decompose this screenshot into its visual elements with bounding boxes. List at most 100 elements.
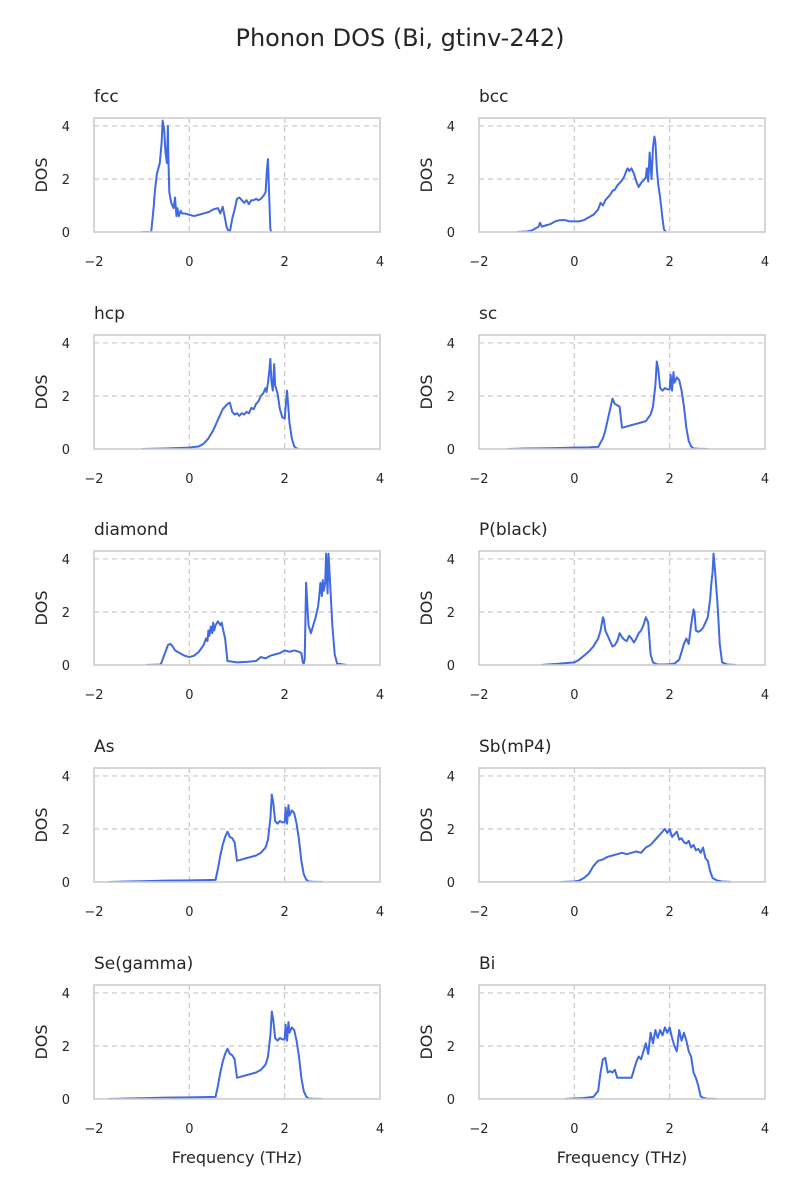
panel-7: 0 2 4 −2 0 2 4 Sb(mP4) DOS	[417, 737, 769, 920]
x-axis-label: Frequency (THz)	[557, 1148, 687, 1167]
y-tick-label: 4	[447, 770, 455, 785]
y-tick-label: 4	[62, 337, 70, 352]
x-tick-label: 2	[281, 255, 289, 270]
panel-title: sc	[479, 304, 497, 324]
y-tick-label: 0	[62, 226, 70, 241]
y-axis-label: DOS	[32, 374, 51, 409]
axes-frame	[478, 984, 766, 1100]
y-tick-label: 4	[62, 770, 70, 785]
x-tick-label: −2	[84, 688, 103, 703]
y-axis-label: DOS	[417, 157, 436, 192]
dos-line	[559, 827, 732, 882]
y-tick-label: 4	[447, 120, 455, 135]
y-tick-label: 0	[62, 443, 70, 458]
y-tick-label: 4	[62, 987, 70, 1002]
x-tick-label: 0	[185, 905, 193, 920]
x-tick-label: 2	[666, 905, 674, 920]
x-tick-label: 4	[761, 1122, 769, 1137]
y-tick-label: 2	[447, 606, 455, 621]
y-tick-label: 2	[447, 173, 455, 188]
y-tick-label: 2	[447, 823, 455, 838]
dos-line	[507, 360, 708, 449]
x-tick-label: 4	[376, 1122, 384, 1137]
y-tick-label: 0	[447, 876, 455, 891]
y-tick-label: 4	[62, 120, 70, 135]
x-tick-label: −2	[84, 472, 103, 487]
panel-8: 0 2 4 −2 0 2 4 Se(gamma) DOS Frequency (THz)	[32, 954, 384, 1167]
x-tick-label: 4	[376, 688, 384, 703]
x-tick-label: 2	[281, 472, 289, 487]
x-tick-label: 0	[185, 255, 193, 270]
x-tick-label: 4	[761, 905, 769, 920]
x-tick-label: 4	[761, 472, 769, 487]
y-tick-label: 4	[447, 337, 455, 352]
dos-line	[108, 793, 323, 882]
panel-title: fcc	[94, 87, 119, 107]
y-tick-label: 0	[447, 659, 455, 674]
y-tick-label: 4	[447, 553, 455, 568]
x-tick-label: −2	[469, 905, 488, 920]
x-tick-label: 0	[185, 472, 193, 487]
x-tick-label: 2	[666, 688, 674, 703]
dos-line	[141, 119, 273, 232]
axes-frame	[478, 117, 766, 233]
axes-frame	[93, 550, 381, 666]
panel-1: 0 2 4 −2 0 2 4 bcc DOS	[417, 87, 769, 270]
x-tick-label: 4	[376, 255, 384, 270]
panel-9: 0 2 4 −2 0 2 4 Bi DOS Frequency (THz)	[417, 954, 769, 1167]
panel-title: Se(gamma)	[94, 954, 193, 974]
x-tick-label: −2	[469, 255, 488, 270]
panel-0: 0 2 4 −2 0 2 4 fcc DOS	[32, 87, 384, 270]
panel-title: diamond	[94, 520, 168, 540]
x-tick-label: 0	[570, 688, 578, 703]
x-tick-label: 2	[281, 688, 289, 703]
axes-frame	[93, 984, 381, 1100]
y-axis-label: DOS	[417, 590, 436, 625]
panel-2: 0 2 4 −2 0 2 4 hcp DOS	[32, 304, 384, 487]
panel-title: bcc	[479, 87, 508, 107]
x-tick-label: −2	[469, 1122, 488, 1137]
panel-title: Bi	[479, 954, 495, 974]
y-tick-label: 2	[447, 1040, 455, 1055]
y-tick-label: 0	[62, 659, 70, 674]
y-axis-label: DOS	[417, 374, 436, 409]
x-tick-label: 2	[666, 255, 674, 270]
x-tick-label: −2	[84, 905, 103, 920]
panel-title: P(black)	[479, 520, 548, 540]
x-tick-label: 0	[570, 1122, 578, 1137]
y-tick-label: 0	[447, 226, 455, 241]
x-tick-label: 0	[185, 1122, 193, 1137]
y-tick-label: 2	[447, 390, 455, 405]
x-tick-label: −2	[469, 472, 488, 487]
axes-frame	[93, 767, 381, 883]
panel-5: 0 2 4 −2 0 2 4 P(black) DOS	[417, 520, 769, 703]
panel-title: Sb(mP4)	[479, 737, 551, 757]
dos-line	[540, 552, 737, 665]
y-tick-label: 2	[62, 390, 70, 405]
dos-line	[141, 357, 300, 449]
x-tick-label: 2	[666, 472, 674, 487]
y-tick-label: 0	[62, 876, 70, 891]
panel-4: 0 2 4 −2 0 2 4 diamond DOS	[32, 520, 384, 703]
y-tick-label: 0	[62, 1093, 70, 1108]
y-tick-label: 0	[447, 1093, 455, 1108]
axes-frame	[478, 767, 766, 883]
x-tick-label: 2	[666, 1122, 674, 1137]
x-tick-label: 0	[570, 472, 578, 487]
axes-frame	[478, 334, 766, 450]
panel-title: hcp	[94, 304, 125, 324]
y-tick-label: 4	[447, 987, 455, 1002]
x-tick-label: 4	[761, 688, 769, 703]
x-tick-label: 2	[281, 905, 289, 920]
x-tick-label: −2	[469, 688, 488, 703]
x-tick-label: 4	[761, 255, 769, 270]
dos-line	[146, 552, 347, 665]
x-tick-label: 0	[185, 688, 193, 703]
axes-frame	[93, 334, 381, 450]
x-tick-label: 0	[570, 255, 578, 270]
x-tick-label: 2	[281, 1122, 289, 1137]
y-axis-label: DOS	[417, 807, 436, 842]
panel-title: As	[94, 737, 115, 757]
x-axis-label: Frequency (THz)	[172, 1148, 302, 1167]
